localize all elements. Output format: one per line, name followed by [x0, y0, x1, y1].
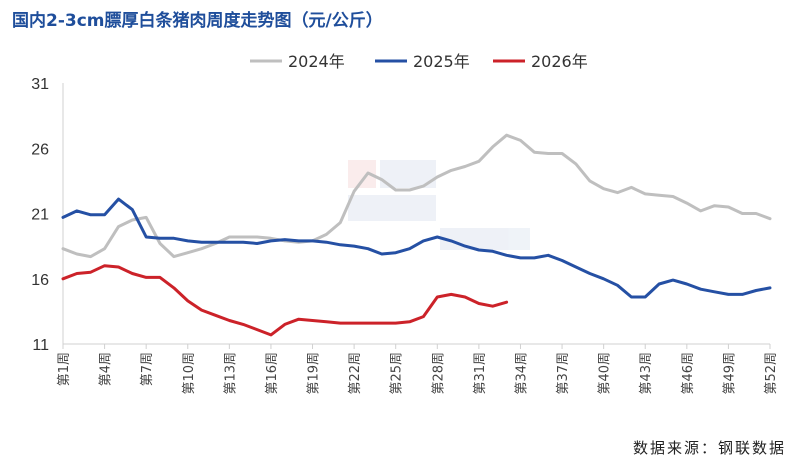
- legend-label: 2026年: [531, 52, 588, 71]
- x-tick-label: 第31周: [473, 352, 488, 395]
- x-tick-label: 第52周: [764, 352, 779, 395]
- x-tick-label: 第25周: [390, 352, 405, 395]
- y-tick-label: 26: [31, 141, 49, 158]
- series-lines: [61, 133, 772, 337]
- x-tick-label: 第34周: [514, 352, 529, 395]
- x-tick-label: 第49周: [722, 352, 737, 395]
- y-tick-label: 21: [31, 207, 49, 224]
- y-tick-label: 11: [32, 337, 49, 354]
- axes: [62, 83, 770, 345]
- x-tick-label: 第37周: [556, 352, 571, 395]
- legend: 2024年 2025年 2026年: [250, 52, 588, 71]
- x-tick-label: 第43周: [639, 352, 654, 395]
- legend-label: 2025年: [413, 52, 470, 71]
- y-tick-label: 16: [31, 272, 49, 289]
- series-line-3: [61, 264, 509, 337]
- x-tick-label: 第46周: [681, 352, 696, 395]
- series-line-1: [61, 133, 772, 259]
- x-tick-label: 第19周: [307, 352, 322, 395]
- x-tick-label: 第4周: [99, 352, 114, 386]
- x-axis-ticks: 第1周 第4周 第7周 第10周 第13周 第16周 第19周 第22周 第25周 第28周 第31…: [57, 344, 779, 395]
- x-tick-label: 第1周: [57, 352, 72, 386]
- y-tick-label: 31: [31, 76, 49, 93]
- legend-label: 2024年: [288, 52, 345, 71]
- chart-title: 国内2-3cm膘厚白条猪肉周度走势图（元/公斤）: [12, 11, 383, 31]
- x-tick-label: 第16周: [265, 352, 280, 395]
- source-note: 数据来源：钢联数据: [632, 439, 786, 457]
- y-axis-ticks: 11 16 21 26 31: [31, 76, 49, 354]
- x-tick-label: 第13周: [223, 352, 238, 395]
- x-tick-label: 第40周: [598, 352, 613, 395]
- x-tick-label: 第28周: [431, 352, 446, 395]
- x-tick-label: 第7周: [140, 352, 155, 386]
- series-line-2: [61, 197, 772, 299]
- x-tick-label: 第10周: [182, 352, 197, 395]
- x-tick-label: 第22周: [348, 352, 363, 395]
